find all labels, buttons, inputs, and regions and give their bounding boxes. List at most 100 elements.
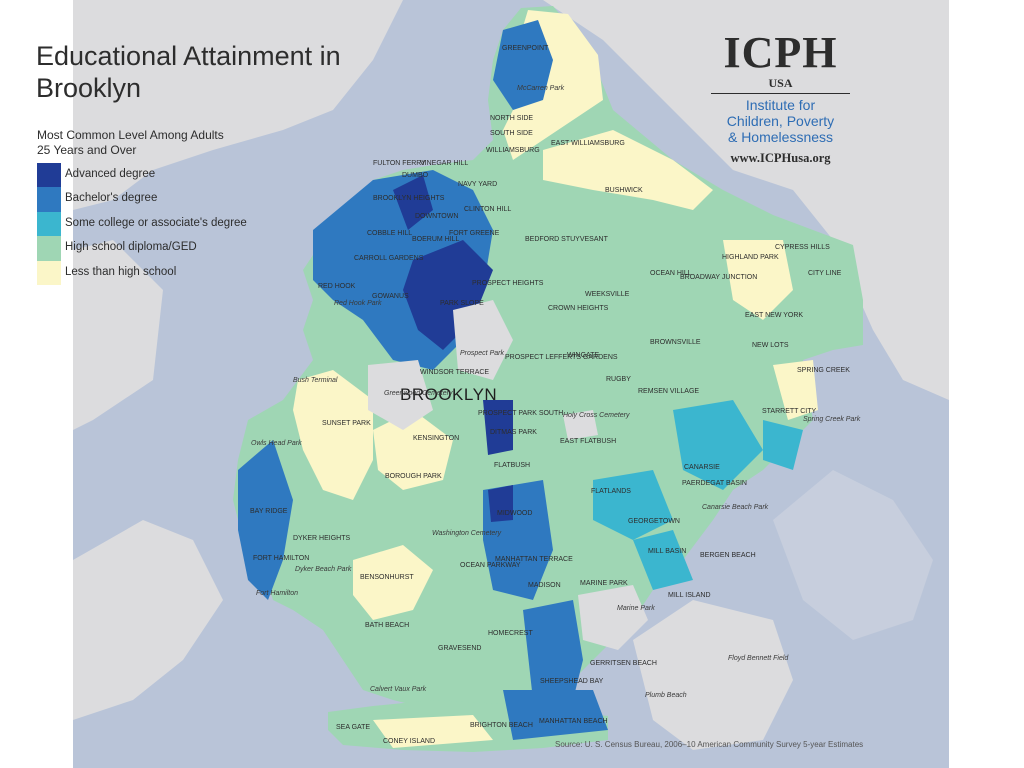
neighborhood-label: CROWN HEIGHTS — [548, 305, 609, 312]
place-label: McCarren Park — [517, 85, 565, 92]
logo-country: USA — [768, 76, 793, 90]
neighborhood-label: CITY LINE — [808, 270, 842, 277]
neighborhood-label: EAST NEW YORK — [745, 312, 804, 319]
neighborhood-label: BUSHWICK — [605, 187, 643, 194]
legend-label: High school diploma/GED — [65, 241, 197, 254]
neighborhood-label: GERRITSEN BEACH — [590, 660, 657, 667]
neighborhood-label: BEDFORD STUYVESANT — [525, 236, 608, 243]
staten-island-land — [73, 520, 223, 720]
neighborhood-label: GRAVESEND — [438, 645, 482, 652]
neighborhood-label: SPRING CREEK — [797, 367, 850, 374]
nj-land — [73, 240, 163, 430]
neighborhood-label: SEA GATE — [336, 724, 371, 731]
manhattan-land — [73, 0, 403, 210]
place-label: Greenwood Cemetery — [384, 390, 453, 397]
place-label: Canarsie Beach Park — [702, 504, 769, 511]
place-label: Holy Cross Cemetery — [563, 412, 630, 419]
legend-label: Some college or associate's degree — [65, 216, 247, 229]
neighborhood-label: CONEY ISLAND — [383, 738, 435, 745]
holy-cross-cemetery — [563, 410, 598, 440]
legend-label: Less than high school — [65, 265, 177, 278]
neighborhood-label: FLATBUSH — [494, 462, 531, 469]
place-label: Owls Head Park — [251, 440, 302, 447]
zone-ditmas-adv — [483, 400, 513, 455]
map-canvas — [73, 0, 949, 752]
neighborhood-label: BATH BEACH — [365, 622, 410, 629]
zone-mill-basin-sc — [633, 530, 693, 590]
logo-line2: Children, Poverty — [726, 113, 835, 129]
place-label: Floyd Bennett Field — [728, 655, 789, 662]
neighborhood-label: CARROLL GARDENS — [354, 255, 424, 262]
logo-rule — [711, 93, 850, 94]
neighborhood-label: REMSEN VILLAGE — [638, 388, 700, 395]
neighborhood-label: PROSPECT PARK SOUTH — [478, 410, 564, 417]
neighborhood-label: GREENPOINT — [502, 45, 549, 52]
neighborhood-label: SUNSET PARK — [322, 420, 371, 427]
neighborhood-label: EAST WILLIAMSBURG — [551, 140, 625, 147]
neighborhood-label: COBBLE HILL — [367, 230, 413, 237]
legend-swatch-some-college — [37, 211, 61, 237]
place-label: Plumb Beach — [645, 692, 687, 699]
place-label: Fort Hamilton — [256, 590, 299, 597]
neighborhood-label: HOMECREST — [488, 630, 533, 637]
legend-swatch-high-school — [37, 236, 61, 261]
brooklyn-map — [73, 0, 949, 768]
place-label: Calvert Vaux Park — [370, 686, 427, 693]
neighborhood-label: FORT GREENE — [449, 230, 500, 237]
neighborhood-label: MANHATTAN BEACH — [539, 718, 608, 725]
place-label: Washington Cemetery — [432, 530, 502, 537]
neighborhood-label: NEW LOTS — [752, 342, 789, 349]
neighborhood-label: MADISON — [528, 582, 561, 589]
zone-greenpoint-ba — [493, 20, 553, 110]
zone-starrett-sc — [763, 420, 803, 470]
neighborhood-label: DITMAS PARK — [490, 429, 537, 436]
neighborhood-label: BROADWAY JUNCTION — [680, 274, 758, 281]
legend-swatch-bachelor — [37, 187, 61, 212]
neighborhood-label: MARINE PARK — [580, 580, 628, 587]
zone-coney-lths — [373, 715, 493, 748]
neighborhood-label: NORTH SIDE — [490, 115, 534, 122]
neighborhood-label: FULTON FERRY — [373, 160, 426, 167]
zone-sheepshead-ba — [523, 600, 583, 700]
legend-swatch-advanced — [37, 163, 61, 188]
map-subtitle: Most Common Level Among Adults 25 Years … — [37, 128, 224, 157]
neighborhood-label: DOWNTOWN — [415, 213, 459, 220]
neighborhood-label: EAST FLATBUSH — [560, 438, 617, 445]
zone-flatlands-sc — [593, 470, 673, 540]
marine-park — [578, 585, 648, 650]
neighborhood-label: DUMBO — [402, 172, 429, 179]
neighborhood-label: BERGEN BEACH — [700, 552, 756, 559]
queens-land — [543, 0, 949, 400]
neighborhood-label: GOWANUS — [372, 293, 409, 300]
zone-manhattan-beach-ba — [503, 690, 608, 740]
neighborhood-label: BRIGHTON BEACH — [470, 722, 533, 729]
neighborhood-label: BROWNSVILLE — [650, 339, 701, 346]
legend-swatch-less-than-hs — [37, 260, 61, 285]
neighborhood-label: WINDSOR TERRACE — [420, 369, 490, 376]
neighborhood-label: PAERDEGAT BASIN — [682, 480, 747, 487]
zone-eny-lths — [723, 240, 793, 320]
logo-line1: Institute for — [745, 97, 816, 113]
icph-logo: ICPH USA Institute for Children, Poverty… — [703, 30, 858, 166]
place-label: Spring Creek Park — [803, 416, 861, 423]
neighborhood-label: GEORGETOWN — [628, 518, 680, 525]
neighborhood-label: RUGBY — [606, 376, 631, 383]
neighborhood-label: KENSINGTON — [413, 435, 460, 442]
source-note: Source: U. S. Census Bureau, 2006–10 Ame… — [555, 740, 864, 749]
borough-label: BROOKLYN — [400, 385, 498, 404]
neighborhood-label: MILL ISLAND — [668, 592, 711, 599]
neighborhood-label: WILLIAMSBURG — [486, 147, 540, 154]
neighborhood-label: CYPRESS HILLS — [775, 244, 830, 251]
zone-sunset-lths — [293, 370, 373, 500]
legend-label: Advanced degree — [65, 168, 156, 180]
neighborhood-label: BOROUGH PARK — [385, 473, 442, 480]
neighborhood-label: SOUTH SIDE — [490, 130, 533, 137]
neighborhood-label: OCEAN HILL — [650, 270, 692, 277]
place-label: Red Hook Park — [334, 300, 382, 307]
neighborhood-label: HIGHLAND PARK — [722, 254, 779, 261]
place-label: Prospect Park — [460, 350, 504, 357]
neighborhood-label: PROSPECT LEFFERTS GARDENS — [505, 354, 618, 361]
zone-bensonhurst-lths — [353, 545, 433, 620]
neighborhood-label: FORT HAMILTON — [253, 555, 310, 562]
neighborhood-label: DYKER HEIGHTS — [293, 535, 351, 542]
